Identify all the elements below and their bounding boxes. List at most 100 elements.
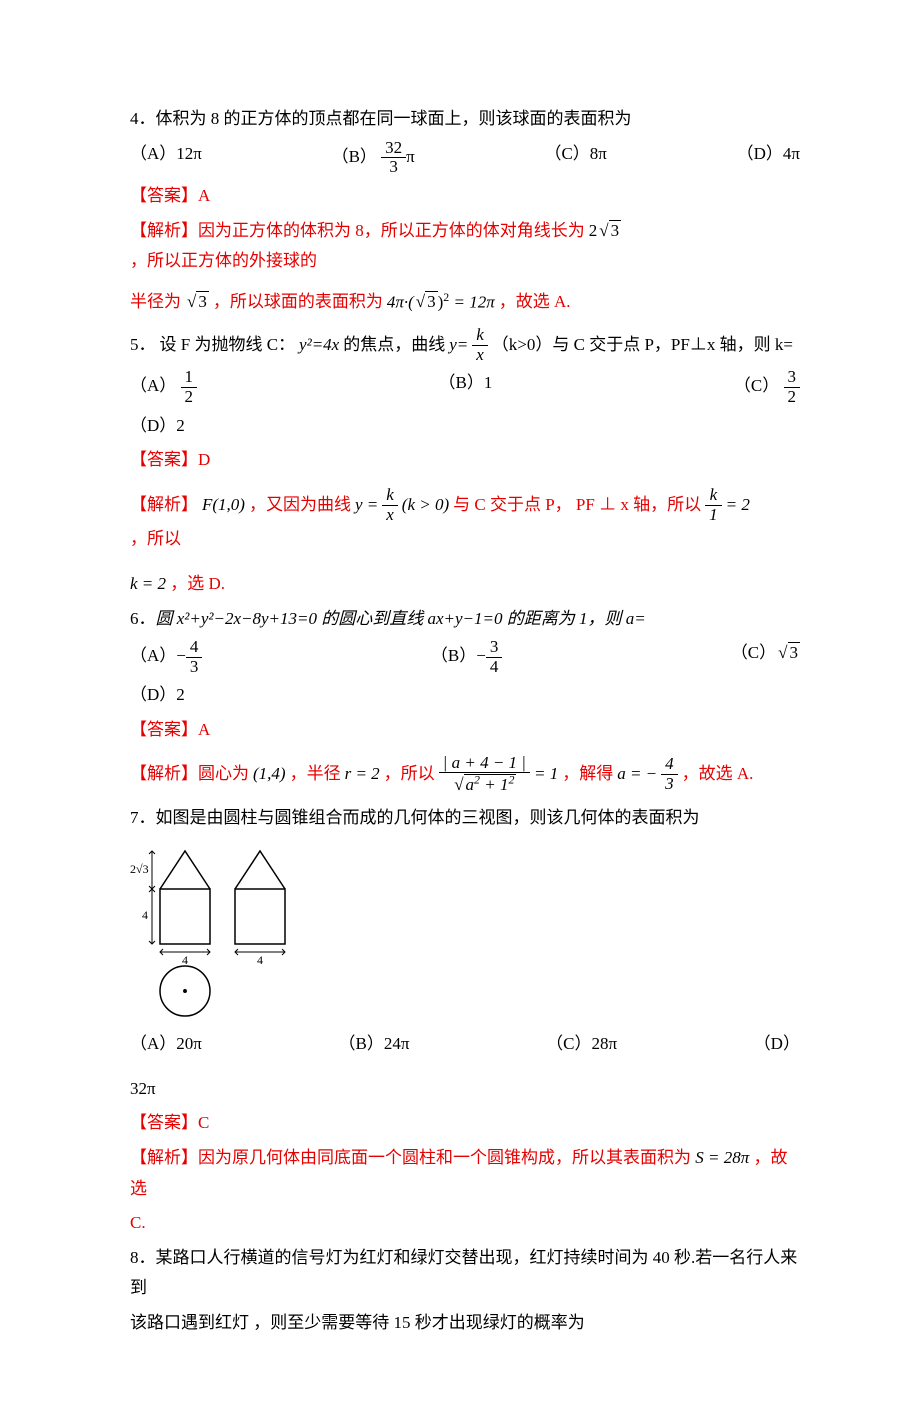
t: (k > 0) — [402, 490, 449, 521]
q6-text: 圆 x²+y²−2x−8y+13=0 的圆心到直线 ax+y−1=0 的距离为 … — [156, 609, 646, 628]
q7-optA: （A）20π — [130, 1029, 202, 1060]
q8-num: 8． — [130, 1248, 156, 1267]
radicand: 3 — [196, 291, 209, 311]
sqrt-icon: 3 — [414, 287, 438, 318]
frac: 32 — [784, 368, 801, 406]
frac: k1 — [705, 486, 722, 524]
q7-explain: 【解析】因为原几何体由同底面一个圆柱和一个圆锥构成，所以其表面积为 S = 28… — [130, 1143, 800, 1204]
q4-text: 体积为 8 的正方体的顶点都在同一球面上，则该球面的表面积为 — [156, 109, 632, 128]
num: 4 — [661, 755, 678, 775]
den: 4 — [486, 658, 503, 677]
t: (1,4) — [253, 759, 286, 790]
t: = 1 — [534, 759, 558, 790]
rad: a2 + 12 — [464, 774, 517, 794]
label: （C） — [731, 643, 776, 662]
q4-explain-2: 半径为 3 ，所以球面的表面积为 4π·(3)2 = 12π ，故选 A. — [130, 287, 800, 318]
t: 【解析】圆心为 — [130, 759, 249, 790]
dim-top: 2√3 — [130, 862, 149, 876]
q7-optC: （C）28π — [546, 1029, 617, 1060]
q6-optC: （C）3 — [731, 638, 800, 676]
q6-optB: （B）−34 — [431, 638, 502, 676]
q5-explain-2: k = 2 ，选 D. — [130, 569, 800, 600]
q7-answer: 【答案】C — [130, 1108, 800, 1139]
frac: 43 — [186, 638, 203, 676]
q4-optA: （A）12π — [130, 139, 202, 177]
t: 4π·( — [387, 292, 414, 311]
den: 2 — [181, 388, 198, 407]
q4-exp-val1: 23 — [589, 216, 621, 247]
t: ，解得 — [562, 759, 613, 790]
t: F(1,0) — [202, 490, 245, 521]
frac: | a + 4 − 1 | a2 + 12 — [439, 754, 530, 795]
q5-optB: （B）1 — [439, 368, 493, 406]
t: = 2 — [726, 490, 750, 521]
q8-stem-1: 8．某路口人行横道的信号灯为红灯和绿灯交替出现，红灯持续时间为 40 秒.若一名… — [130, 1243, 800, 1304]
t: ，又因为曲线 — [249, 490, 351, 521]
den: a2 + 12 — [439, 773, 530, 794]
num: 3 — [486, 638, 503, 658]
num: k — [472, 326, 488, 346]
den: 3 — [186, 658, 203, 677]
t: 半径为 — [130, 287, 181, 318]
num: k — [705, 486, 722, 506]
q8-text-a: 某路口人行横道的信号灯为红灯和绿灯交替出现，红灯持续时间为 40 秒.若一名行人… — [130, 1248, 797, 1298]
label: （A）− — [130, 646, 186, 665]
q5-optC: （C） 32 — [734, 368, 800, 406]
q4-optC: （C）8π — [544, 139, 606, 177]
frac: 34 — [486, 638, 503, 676]
t: ，所以球面的表面积为 — [213, 287, 383, 318]
q7-optB: （B）24π — [339, 1029, 410, 1060]
t: 与 C 交于点 P， PF ⊥ x 轴，所以 — [453, 490, 701, 521]
q6-options-1: （A）−43 （B）−34 （C）3 — [130, 638, 800, 676]
t: a — [466, 775, 475, 794]
q4-options: （A）12π （B） 323π （C）8π （D）4π — [130, 139, 800, 177]
eq: y²=4x — [299, 330, 339, 361]
label: （B）− — [431, 646, 486, 665]
den: 3 — [661, 775, 678, 794]
q7-text: 如图是由圆柱与圆锥组合而成的几何体的三视图，则该几何体的表面积为 — [156, 808, 700, 827]
num: 1 — [181, 368, 198, 388]
q4-optB-frac: 323 — [381, 139, 406, 177]
q4-num: 4． — [130, 109, 156, 128]
num: 4 — [186, 638, 203, 658]
q6-optD: （D）2 — [130, 680, 800, 711]
q6-stem: 6．圆 x²+y²−2x−8y+13=0 的圆心到直线 ax+y−1=0 的距离… — [130, 604, 800, 635]
q7-num: 7． — [130, 808, 156, 827]
q4-optD: （D）4π — [737, 139, 800, 177]
dim-body: 4 — [142, 908, 148, 922]
radicand: 3 — [425, 291, 438, 311]
label: （C） — [734, 376, 779, 395]
dim-w2: 4 — [257, 953, 263, 967]
t: ，故选 A. — [682, 759, 754, 790]
q7-optD-cont: 32π — [130, 1074, 800, 1105]
frac: kx — [382, 486, 398, 524]
dim-w1: 4 — [182, 953, 188, 967]
t: 的焦点，曲线 — [343, 330, 445, 361]
q4-exp-a: 【解析】因为正方体的体积为 8，所以正方体的体对角线长为 — [130, 216, 585, 247]
sqrt-icon: 3 — [776, 638, 800, 669]
three-view-icon: 2√3 4 4 4 — [130, 841, 320, 1021]
sqrt-icon: 3 — [185, 287, 209, 318]
q5-explain-1: 【解析】 F(1,0) ，又因为曲线 y = kx (k > 0) 与 C 交于… — [130, 486, 800, 555]
q6-answer: 【答案】A — [130, 715, 800, 746]
q6-optA: （A）−43 — [130, 638, 202, 676]
q7-figure: 2√3 4 4 4 — [130, 841, 800, 1021]
t: ，选 D. — [170, 574, 225, 593]
frac: kx — [472, 326, 488, 364]
num: 3 — [784, 368, 801, 388]
t: 【解析】因为原几何体由同底面一个圆柱和一个圆锥构成，所以其表面积为 — [130, 1148, 691, 1167]
q7-stem: 7．如图是由圆柱与圆锥组合而成的几何体的三视图，则该几何体的表面积为 — [130, 803, 800, 834]
q4-answer: 【答案】A — [130, 181, 800, 212]
q4-stem: 4．体积为 8 的正方体的顶点都在同一球面上，则该球面的表面积为 — [130, 104, 800, 135]
den: 2 — [784, 388, 801, 407]
q7-optD: （D） — [754, 1029, 800, 1060]
sqrt-icon: a2 + 12 — [452, 773, 516, 794]
coef: 2 — [589, 221, 598, 240]
sqrt-icon: 3 — [597, 216, 621, 247]
q5-optD: （D）2 — [130, 411, 800, 442]
q5-options-1: （A） 12 （B）1 （C） 32 — [130, 368, 800, 406]
t: ，故选 A. — [499, 287, 571, 318]
q4-formula: 4π·(3)2 = 12π — [387, 287, 495, 318]
t: r = 2 — [345, 759, 380, 790]
den: x — [472, 346, 488, 365]
